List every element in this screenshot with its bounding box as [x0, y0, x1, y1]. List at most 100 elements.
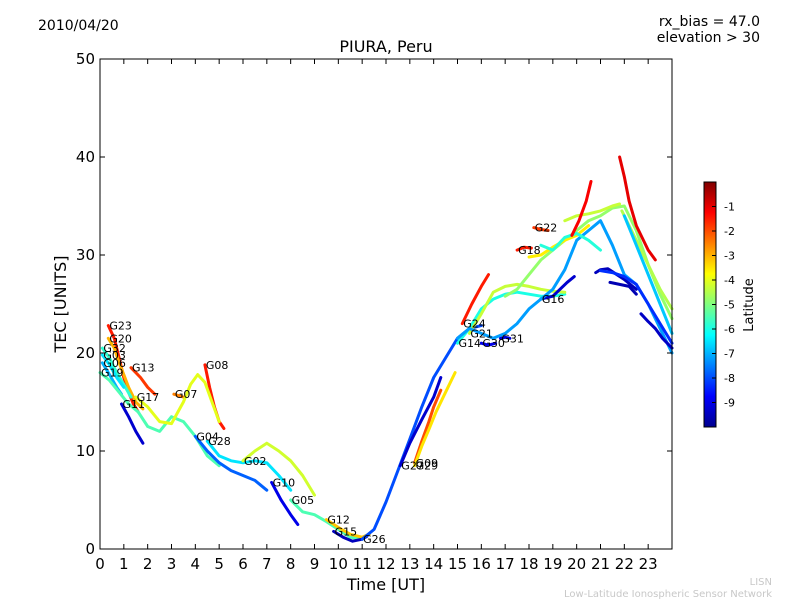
- x-tick-label: 19: [543, 555, 562, 573]
- x-tick-label: 3: [167, 555, 177, 573]
- colorbar-tick-label: -1: [724, 201, 735, 214]
- x-tick-label: 8: [286, 555, 296, 573]
- prn-label: G05: [292, 494, 315, 507]
- x-tick-label: 0: [95, 555, 105, 573]
- x-tick-label: 4: [191, 555, 201, 573]
- prn-label: G16: [542, 293, 565, 306]
- y-tick-label: 10: [76, 442, 95, 460]
- prn-label: G32: [103, 342, 126, 355]
- x-tick-label: 18: [519, 555, 538, 573]
- trace-g27: [398, 376, 443, 468]
- trace-g17: [134, 373, 221, 426]
- colorbar-label: Latitude: [742, 278, 757, 332]
- trace-g02: [241, 441, 316, 497]
- trace-g24: [460, 273, 490, 326]
- prn-label: G22: [535, 222, 558, 235]
- trace-g20: [106, 336, 145, 411]
- trace-unlabeled-37: [599, 269, 674, 345]
- trace-g16: [539, 275, 576, 301]
- elevation-label: elevation > 30: [656, 30, 760, 46]
- colorbar-tick-label: -8: [724, 372, 735, 385]
- colorbar-tick-label: -7: [724, 348, 735, 361]
- date-label: 2010/04/20: [38, 18, 119, 34]
- prn-label: G29: [416, 460, 439, 473]
- trace-g31: [498, 335, 512, 340]
- y-tick-label: 20: [76, 344, 95, 362]
- trace-g28: [205, 439, 293, 492]
- prn-label: G04: [196, 430, 219, 443]
- colorbar-tick-label: -9: [724, 397, 735, 410]
- trace-g29: [413, 371, 457, 468]
- prn-label: G03: [103, 349, 126, 362]
- y-tick-label: 30: [76, 246, 95, 264]
- trace-g10: [270, 480, 300, 526]
- prn-label: G21: [470, 327, 493, 340]
- chart-title: PIURA, Peru: [339, 37, 433, 56]
- trace-g26: [360, 324, 483, 541]
- x-tick-label: 2: [143, 555, 153, 573]
- trace-g08: [203, 363, 226, 430]
- x-tick-label: 9: [310, 555, 320, 573]
- colorbar-tick-label: -4: [724, 274, 735, 287]
- x-tick-label: 22: [615, 555, 634, 573]
- x-tick-label: 13: [400, 555, 419, 573]
- colorbar-ticks: -1 -2 -3 -4 -5 -6 -7 -8 -9: [712, 201, 735, 410]
- prn-label: G11: [122, 398, 145, 411]
- prn-label: G31: [501, 332, 524, 345]
- prn-label: G12: [327, 514, 350, 527]
- colorbar-tick-label: -2: [724, 225, 735, 238]
- trace-g04: [193, 434, 269, 492]
- x-tick-label: 21: [591, 555, 610, 573]
- x-axis: 0 1 2 3 4 5 6 7 8 9 10 11 12 13 14 15 16 17 18 19 20 21 22 23: [95, 59, 658, 573]
- x-tick-label: 6: [238, 555, 248, 573]
- prn-label: G27: [401, 460, 424, 473]
- x-tick-label: 7: [262, 555, 272, 573]
- trace-unlabeled-38: [608, 280, 638, 296]
- y-tick-label: 50: [76, 50, 95, 68]
- rx-bias-label: rx_bias = 47.0: [658, 14, 760, 30]
- colorbar-tick-label: -5: [724, 299, 735, 312]
- trace-g03: [100, 353, 126, 389]
- prn-label: G19: [101, 367, 124, 380]
- prn-label: G24: [463, 318, 486, 331]
- x-tick-label: 11: [353, 555, 372, 573]
- y-tick-label: 40: [76, 148, 95, 166]
- trace-g18: [515, 245, 533, 252]
- prn-label: G20: [109, 332, 132, 345]
- prn-label: G30: [482, 337, 505, 350]
- y-axis-label: TEC [UNITS]: [51, 256, 70, 354]
- trace-g07: [172, 392, 185, 399]
- x-tick-label: 16: [472, 555, 491, 573]
- y-axis: 0 10 20 30 40 50: [76, 50, 672, 558]
- prn-label: G07: [175, 388, 198, 401]
- x-tick-label: 15: [448, 555, 467, 573]
- plot-frame: [99, 58, 673, 550]
- x-tick-label: 10: [329, 555, 348, 573]
- footer-lisn: LISN: [749, 577, 772, 588]
- prn-label: G18: [518, 244, 541, 257]
- x-tick-label: 23: [639, 555, 658, 573]
- trace-unlabeled-34: [563, 202, 622, 223]
- x-tick-label: 20: [567, 555, 586, 573]
- x-tick-label: 14: [424, 555, 443, 573]
- prn-label: G10: [273, 476, 296, 489]
- trace-g13: [129, 366, 157, 396]
- prn-label: G15: [335, 525, 358, 538]
- trace-g32: [100, 346, 133, 399]
- trace-g05: [289, 498, 364, 541]
- prn-label: G02: [244, 455, 267, 468]
- trace-group: [98, 155, 674, 543]
- prn-label: G08: [206, 359, 229, 372]
- prn-label: G26: [363, 533, 386, 546]
- colorbar-tick-label: -3: [724, 250, 735, 263]
- trace-unlabeled-39: [639, 312, 674, 350]
- x-tick-label: 12: [376, 555, 395, 573]
- trace-g11: [120, 402, 145, 445]
- prn-label: G09: [416, 457, 439, 470]
- prn-label: G14: [459, 337, 482, 350]
- x-tick-label: 5: [214, 555, 224, 573]
- trace-unlabeled-42: [622, 214, 674, 335]
- colorbar-tick-label: -6: [724, 323, 735, 336]
